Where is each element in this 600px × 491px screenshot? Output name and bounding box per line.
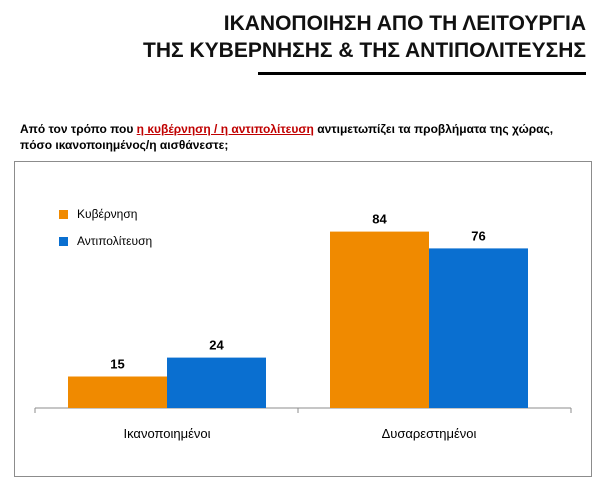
legend-label-opposition: Αντιπολίτευση <box>77 234 152 248</box>
bar-government-1 <box>330 231 429 408</box>
page-title: ΙΚΑΝΟΠΟΙΗΣΗ ΑΠΟ ΤΗ ΛΕΙΤΟΥΡΓΙΑ ΤΗΣ ΚΥΒΕΡΝ… <box>143 10 586 64</box>
question-text-before: Από τον τρόπο που <box>20 122 137 136</box>
bar-chart: 15 24 Ικανοποιημένοι 84 76 Δυσαρεστημένοι Κυβέ… <box>34 207 572 441</box>
data-label-government-1: 84 <box>372 212 387 227</box>
bar-government-0 <box>68 376 167 408</box>
title-underline <box>258 72 586 75</box>
survey-question: Από τον τρόπο που η κυβέρνηση / η αντιπο… <box>20 121 580 153</box>
legend-label-government: Κυβέρνηση <box>77 207 137 221</box>
legend-swatch-government <box>59 210 68 219</box>
chart-area: 15 24 Ικανοποιημένοι 84 76 Δυσαρεστημένοι Κυβέ… <box>14 161 592 477</box>
question-text-after: αντιμετωπίζει τα προβλήματα της χώρας, π… <box>20 122 554 152</box>
data-label-opposition-0: 24 <box>209 338 224 353</box>
question-highlight: η κυβέρνηση / η αντιπολίτευση <box>136 122 314 136</box>
data-label-government-0: 15 <box>110 357 124 372</box>
bar-opposition-1 <box>429 248 528 408</box>
x-tick-label-1: Δυσαρεστημένοι <box>382 426 477 441</box>
bar-opposition-0 <box>167 357 266 408</box>
legend-swatch-opposition <box>59 237 68 246</box>
x-tick-label-0: Ικανοποιημένοι <box>123 426 210 441</box>
title-line-2: ΤΗΣ ΚΥΒΕΡΝΗΣΗΣ & ΤΗΣ ΑΝΤΙΠΟΛΙΤΕΥΣΗΣ <box>143 39 586 62</box>
data-label-opposition-1: 76 <box>471 228 485 243</box>
title-line-1: ΙΚΑΝΟΠΟΙΗΣΗ ΑΠΟ ΤΗ ΛΕΙΤΟΥΡΓΙΑ <box>223 12 586 35</box>
